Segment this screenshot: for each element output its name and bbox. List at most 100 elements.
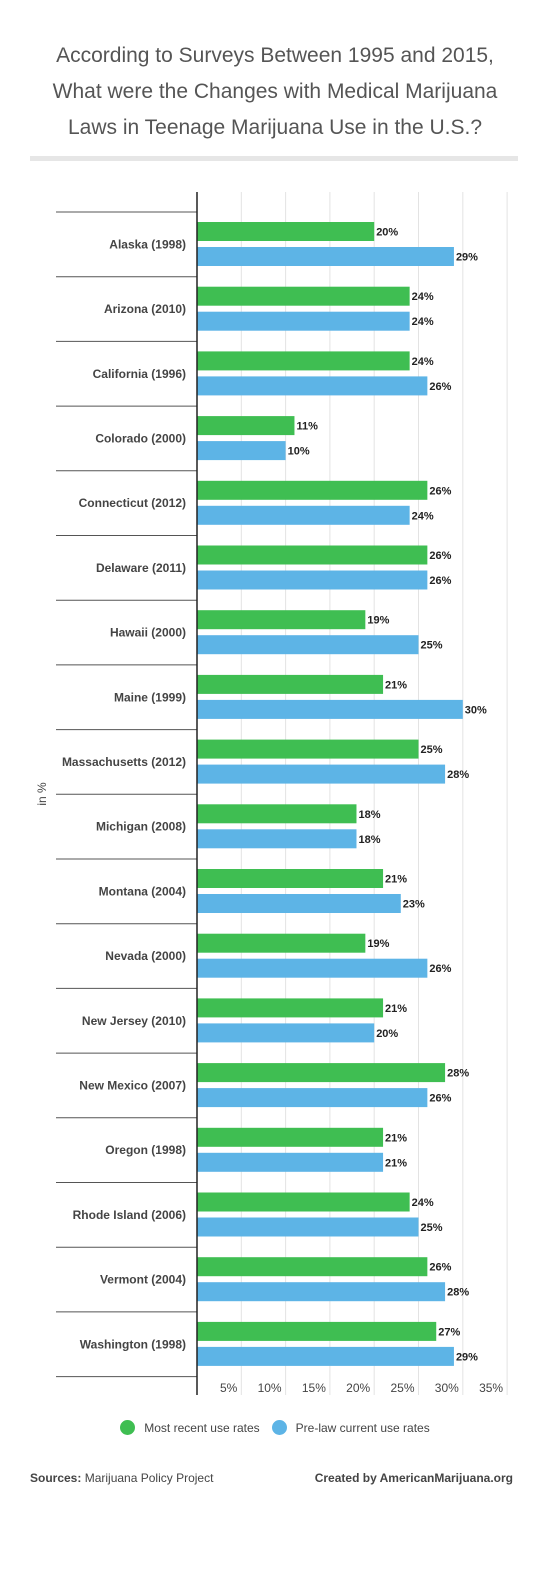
category-label: Vermont (2004) <box>100 1273 186 1287</box>
data-label: 21% <box>385 679 407 691</box>
data-label: 28% <box>447 1287 469 1299</box>
data-label: 29% <box>456 1351 478 1363</box>
data-label: 24% <box>412 510 434 522</box>
bar <box>197 998 384 1018</box>
x-tick-label: 15% <box>302 1381 326 1395</box>
credit-text: Created by AmericanMarijuana.org <box>314 1471 513 1485</box>
bar <box>197 416 295 436</box>
data-label: 28% <box>447 769 469 781</box>
bar <box>197 635 419 655</box>
bar <box>197 222 375 241</box>
category-label: Delaware (2011) <box>96 561 186 575</box>
bar <box>197 286 410 306</box>
chart-title-line-2: What were the Changes with Medical Marij… <box>52 80 498 103</box>
bar <box>197 894 401 913</box>
category-label: New Jersey (2010) <box>82 1014 186 1028</box>
category-label: Maine (1999) <box>114 690 186 704</box>
category-label: New Mexico (2007) <box>79 1078 186 1092</box>
bar <box>197 247 454 266</box>
bar <box>197 739 419 759</box>
bar <box>197 958 428 978</box>
data-label: 25% <box>421 1222 443 1234</box>
data-label: 21% <box>385 1157 407 1169</box>
bar <box>197 545 428 565</box>
bar <box>197 1127 384 1147</box>
data-label: 10% <box>288 446 310 458</box>
bar <box>197 441 286 461</box>
bar <box>197 1192 410 1212</box>
bar-chart: Alaska (1998) 20% 29% Arizona (2010) 24% 24% C… <box>35 192 508 1395</box>
footer: Sources: Marijuana Policy Project Create… <box>30 1471 513 1485</box>
data-label: 24% <box>412 316 434 328</box>
category-label: Michigan (2008) <box>96 820 186 834</box>
legend-swatch-green <box>120 1420 136 1435</box>
bar <box>197 1321 437 1341</box>
bar <box>197 674 384 694</box>
data-label: 29% <box>456 252 478 264</box>
bar <box>197 1257 428 1277</box>
chart-title-line-1: According to Surveys Between 1995 and 20… <box>56 44 494 67</box>
bar <box>197 351 410 371</box>
data-label: 18% <box>358 809 380 821</box>
data-label: 26% <box>429 1093 451 1105</box>
sources: Sources: Marijuana Policy Project <box>30 1471 213 1485</box>
category-label: California (1996) <box>93 367 186 381</box>
bar <box>197 505 410 525</box>
bar <box>197 480 428 500</box>
sources-label: Sources: <box>30 1471 82 1485</box>
data-label: 21% <box>385 874 407 886</box>
category-label: Oregon (1998) <box>105 1143 186 1157</box>
legend-label-most-recent: Most recent use rates <box>144 1420 260 1435</box>
data-label: 24% <box>412 356 434 368</box>
legend-swatch-blue <box>271 1420 287 1435</box>
bar <box>197 699 463 719</box>
legend-label-pre-law: Pre-law current use rates <box>295 1420 430 1435</box>
chart-title-line-3: Laws in Teenage Marijuana Use in the U.S… <box>67 116 483 139</box>
data-label: 28% <box>447 1068 469 1080</box>
category-label: Alaska (1998) <box>109 237 186 251</box>
x-tick-label: 35% <box>479 1381 503 1395</box>
data-label: 26% <box>429 1262 451 1274</box>
bar <box>197 1063 446 1083</box>
category-label: Nevada (2000) <box>105 949 186 963</box>
data-label: 25% <box>421 640 443 652</box>
data-label: 18% <box>358 834 380 846</box>
bar <box>197 1217 419 1237</box>
bar <box>197 804 357 824</box>
legend-item-most-recent: Most recent use rates <box>120 1420 260 1435</box>
data-label: 26% <box>429 381 451 393</box>
bar <box>197 610 366 630</box>
bar <box>197 764 446 784</box>
x-tick-label: 20% <box>346 1381 370 1395</box>
x-tick-label: 10% <box>258 1381 282 1395</box>
category-label: Washington (1998) <box>80 1337 186 1351</box>
data-label: 27% <box>438 1326 460 1338</box>
data-label: 19% <box>367 938 389 950</box>
category-label: Connecticut (2012) <box>79 496 186 510</box>
data-label: 24% <box>412 291 434 303</box>
data-label: 25% <box>421 744 443 756</box>
sources-value: Marijuana Policy Project <box>84 1471 214 1485</box>
category-label: Arizona (2010) <box>104 302 186 316</box>
data-label: 19% <box>367 615 389 627</box>
data-label: 21% <box>385 1132 407 1144</box>
bar <box>197 933 366 953</box>
category-label: Rhode Island (2006) <box>73 1208 186 1222</box>
data-label: 20% <box>376 227 398 239</box>
bar <box>197 1023 375 1043</box>
y-axis-title: in % <box>35 782 49 806</box>
legend-item-pre-law: Pre-law current use rates <box>271 1420 430 1435</box>
data-label: 26% <box>429 575 451 587</box>
data-label: 20% <box>376 1028 398 1040</box>
bar <box>197 1282 446 1302</box>
category-label: Hawaii (2000) <box>110 626 186 640</box>
chart-title: According to Surveys Between 1995 and 20… <box>20 38 530 146</box>
bar <box>197 1152 384 1172</box>
x-tick-label: 5% <box>220 1381 238 1395</box>
data-label: 26% <box>429 550 451 562</box>
title-divider <box>30 156 518 161</box>
data-label: 11% <box>296 421 318 433</box>
bar <box>197 829 357 849</box>
bar <box>197 869 384 888</box>
data-label: 26% <box>429 485 451 497</box>
